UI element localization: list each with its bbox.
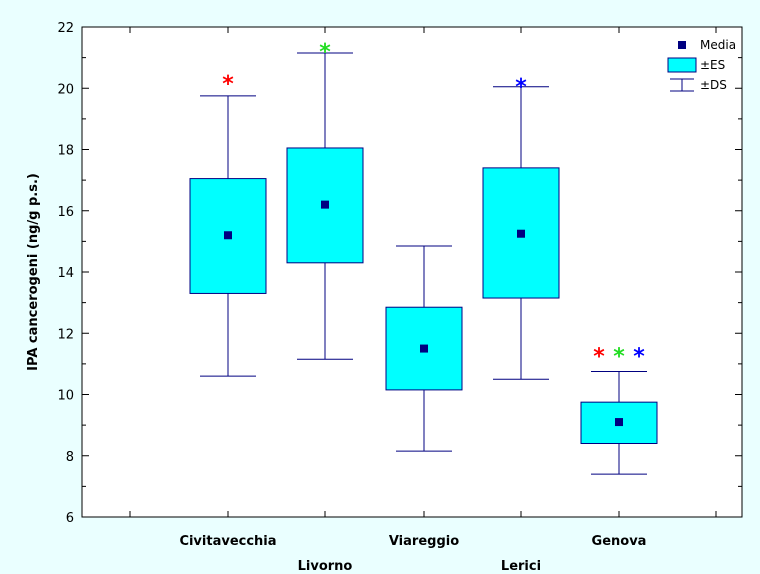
significance-markers: * * * * * *: [222, 40, 645, 370]
y-tick-label: 10: [57, 389, 74, 404]
significance-star: *: [593, 345, 605, 370]
significance-star: *: [515, 75, 527, 100]
legend-label: ±DS: [700, 78, 727, 92]
x-tick-label: Livorno: [298, 559, 353, 574]
legend-item-box: ±ES: [667, 57, 725, 73]
y-tick-label: 14: [57, 266, 74, 281]
box-genova: [580, 371, 658, 475]
x-tick-label: Viareggio: [389, 534, 459, 549]
legend-label: ±ES: [700, 58, 725, 72]
legend-item-whisker: ±DS: [670, 78, 727, 92]
significance-star: *: [222, 72, 234, 97]
significance-star: *: [633, 345, 645, 370]
x-tick-label: Civitavecchia: [179, 534, 276, 549]
mean-marker: [615, 418, 623, 427]
legend-label: Media: [700, 38, 736, 52]
y-tick-label: 6: [66, 511, 74, 526]
mean-marker: [420, 344, 428, 353]
legend-es-swatch: [667, 57, 697, 73]
mean-marker: [224, 231, 232, 240]
axis-ticks: [82, 26, 742, 518]
y-tick-label: 22: [57, 21, 74, 36]
box-lerici: [482, 86, 560, 380]
box-viareggio: [385, 245, 463, 452]
x-tick-label: Genova: [592, 534, 647, 549]
y-tick-label: 8: [66, 450, 74, 465]
y-tick-label: 16: [57, 205, 74, 220]
legend: Media ±ES ±DS: [667, 38, 736, 92]
x-tick-label: Lerici: [501, 559, 541, 574]
y-tick-label: 18: [57, 144, 74, 159]
mean-marker: [517, 229, 525, 238]
mean-marker: [321, 200, 329, 209]
significance-star: *: [319, 40, 331, 65]
legend-mean-swatch: [678, 41, 686, 49]
y-tick-label: 20: [57, 82, 74, 97]
y-axis-title: IPA cancerogeni (ng/g p.s.): [26, 173, 41, 371]
box-civitavecchia: [189, 95, 267, 377]
significance-star: *: [613, 345, 625, 370]
y-tick-label: 12: [57, 327, 74, 342]
box-livorno: [286, 52, 364, 360]
axis-labels: 6 8 10 12 14 16 18 20 22 Civitavecchia Livorno Viar…: [57, 21, 646, 574]
legend-item-square-marker: Media: [678, 38, 736, 52]
box-series: [189, 52, 658, 475]
